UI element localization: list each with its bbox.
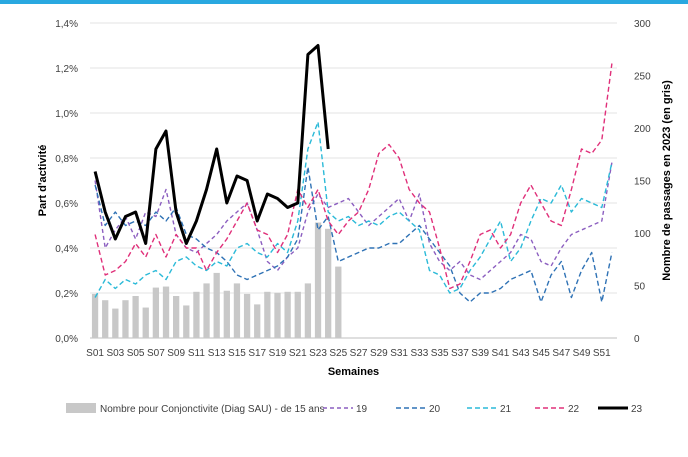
bar: [223, 290, 230, 338]
x-tick-label: S33: [410, 348, 428, 359]
bar: [243, 293, 251, 338]
bar: [264, 291, 271, 338]
y-right-tick-label: 200: [634, 124, 651, 135]
y-left-tick-label: 0,8%: [55, 154, 78, 165]
x-tick-label: S45: [532, 348, 550, 359]
y-left-tick-label: 0,2%: [55, 289, 78, 300]
axes: 0,0% 0,2% 0,4% 0,6% 0,8% 1,0% 1,2% 1,4% 0 50 100 15…: [37, 19, 673, 378]
y-right-tick-label: 300: [634, 19, 651, 30]
bar: [325, 228, 332, 338]
line-series: [93, 44, 613, 303]
top-accent-bar: [0, 0, 688, 4]
y-left-tick-label: 0,6%: [55, 199, 78, 210]
x-tick-label: S27: [350, 348, 368, 359]
legend: Nombre pour Conjonctivite (Diag SAU) - d…: [66, 403, 643, 415]
bar: [213, 272, 220, 338]
legend-swatch-bars: [66, 403, 96, 413]
y-right-tick-label: 150: [634, 177, 651, 188]
y-right-tick-label: 50: [634, 282, 646, 293]
legend-label-23: 23: [631, 404, 643, 415]
series-line-22: [94, 63, 613, 290]
bar: [193, 291, 200, 338]
bar: [294, 291, 301, 338]
gridlines: [90, 22, 617, 339]
x-axis-title: Semaines: [328, 366, 379, 378]
x-tick-label: S49: [573, 348, 591, 359]
legend-label-22: 22: [568, 404, 580, 415]
bar-series: [91, 222, 342, 338]
y-right-tick-label: 100: [634, 229, 651, 240]
x-tick-label: S39: [471, 348, 489, 359]
x-tick-label: S15: [228, 348, 246, 359]
x-tick-label: S17: [248, 348, 266, 359]
legend-label-21: 21: [500, 404, 512, 415]
y-left-tick-label: 1,2%: [55, 64, 78, 75]
bar: [162, 286, 170, 338]
x-tick-label: S19: [269, 348, 287, 359]
bar: [314, 222, 322, 338]
bar: [102, 300, 109, 338]
x-tick-label: S43: [512, 348, 530, 359]
bar: [304, 283, 312, 338]
series-line-23: [93, 44, 330, 245]
x-tick-label: S13: [208, 348, 226, 359]
bar: [91, 293, 99, 338]
x-tick-label: S03: [106, 348, 124, 359]
bar: [274, 292, 281, 338]
x-tick-label: S29: [370, 348, 388, 359]
x-tick-label: S05: [127, 348, 145, 359]
bar: [122, 300, 129, 338]
bar: [203, 283, 210, 338]
y-left-axis-title: Part d'activité: [37, 145, 49, 217]
bar: [173, 296, 180, 338]
x-tick-label: S09: [167, 348, 185, 359]
bar: [254, 304, 261, 338]
bar: [284, 291, 291, 338]
y-right-axis-title: Nombre de passages en 2023 (en gris): [661, 80, 673, 281]
y-left-tick-label: 0,4%: [55, 244, 78, 255]
x-tick-label: S51: [593, 348, 611, 359]
bar: [112, 308, 119, 338]
bar: [152, 287, 160, 338]
series-line-21: [94, 121, 613, 298]
x-tick-label: S35: [431, 348, 449, 359]
bar: [142, 307, 149, 338]
y-right-tick-label: 0: [634, 334, 640, 345]
x-tick-label: S47: [552, 348, 570, 359]
y-left-tick-label: 1,4%: [55, 19, 78, 30]
bar: [335, 266, 342, 338]
x-tick-label: S11: [188, 348, 205, 359]
y-left-tick-label: 0,0%: [55, 334, 78, 345]
x-tick-label: S01: [86, 348, 104, 359]
x-tick-label: S07: [147, 348, 165, 359]
bar: [233, 283, 241, 338]
x-tick-label: S31: [390, 348, 408, 359]
bar: [132, 296, 139, 338]
bar: [183, 305, 190, 338]
x-tick-label: S37: [451, 348, 469, 359]
legend-label-bars: Nombre pour Conjonctivite (Diag SAU) - d…: [100, 404, 325, 415]
legend-label-20: 20: [429, 404, 441, 415]
legend-label-19: 19: [356, 404, 368, 415]
x-tick-label: S21: [289, 348, 307, 359]
y-right-tick-label: 250: [634, 72, 651, 83]
x-tick-label: S41: [492, 348, 510, 359]
y-left-tick-label: 1,0%: [55, 109, 78, 120]
x-tick-label: S23: [309, 348, 327, 359]
x-tick-label: S25: [329, 348, 347, 359]
